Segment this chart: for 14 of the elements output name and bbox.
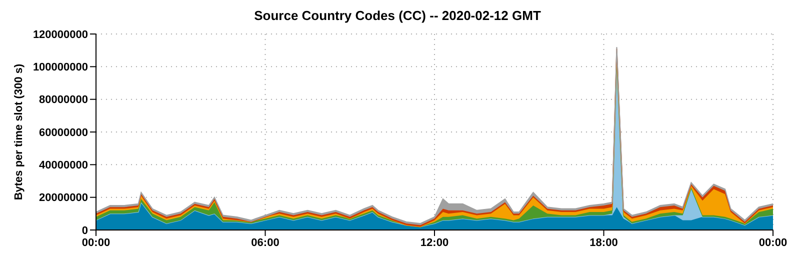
y-tick-label: 120000000 xyxy=(32,28,88,41)
y-tick-label: 100000000 xyxy=(32,62,88,74)
y-axis-title: Bytes per time slot (300 s) xyxy=(12,64,25,200)
y-tick-label: 0 xyxy=(82,224,88,237)
y-tick-label: 80000000 xyxy=(39,94,88,106)
chart-title: Source Country Codes (CC) -- 2020-02-12 GMT xyxy=(253,8,542,25)
y-tick-label: 40000000 xyxy=(39,160,88,172)
x-tick-label: 12:00 xyxy=(420,236,449,249)
x-tick-label: 00:00 xyxy=(758,236,788,249)
x-tick-label: 18:00 xyxy=(590,236,618,249)
x-tick-label: 06:00 xyxy=(251,236,280,249)
x-tick-label: 00:00 xyxy=(82,236,110,249)
y-tick-label: 60000000 xyxy=(39,126,88,139)
y-tick-label: 20000000 xyxy=(39,192,88,204)
